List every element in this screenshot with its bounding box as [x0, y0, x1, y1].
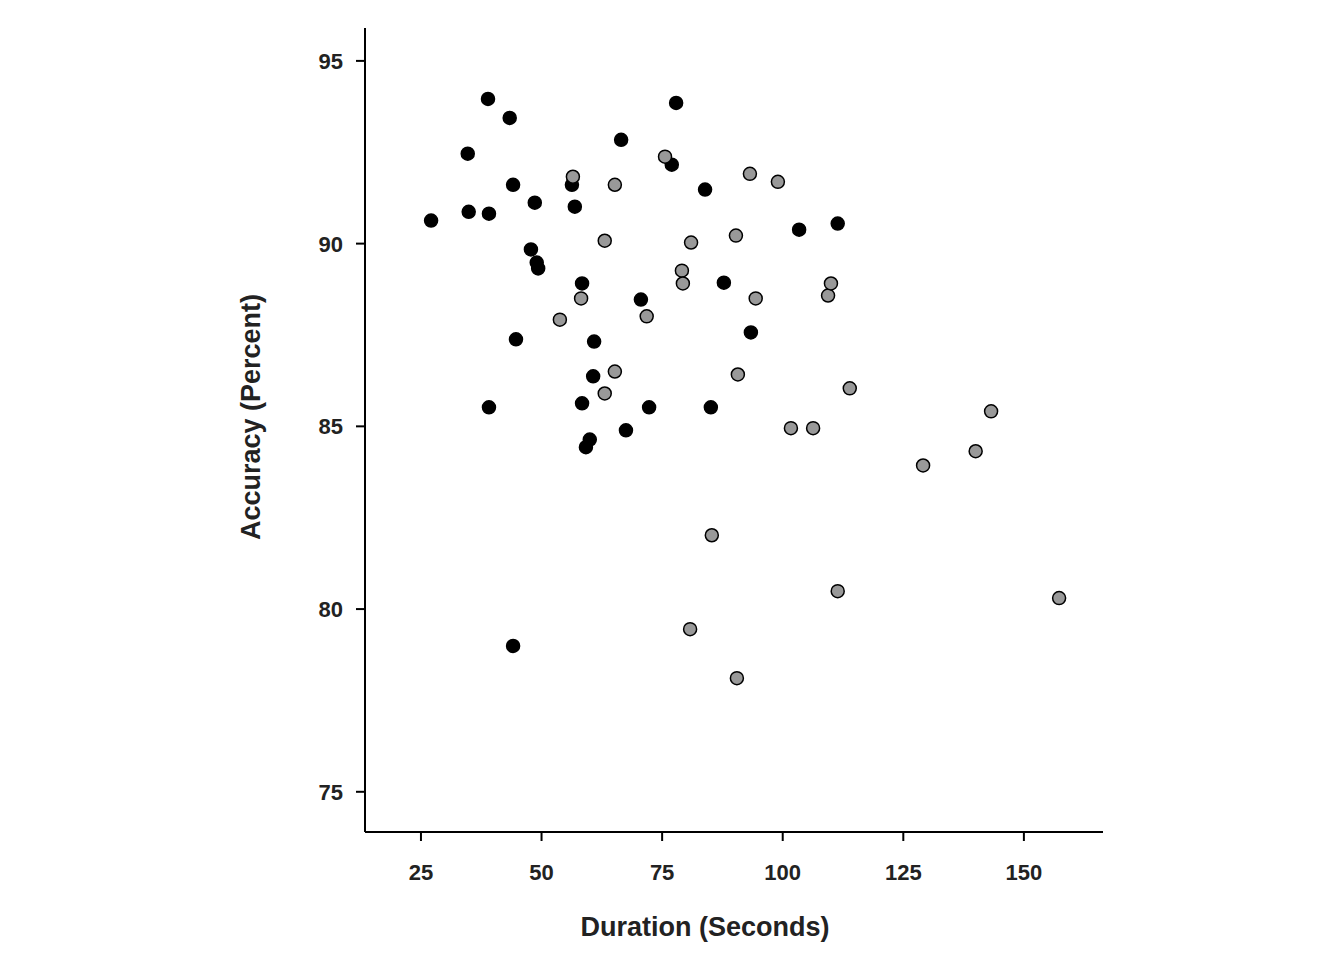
point: [729, 229, 742, 242]
x-tick-label: 50: [529, 860, 553, 885]
points: [425, 92, 1066, 684]
point: [619, 424, 632, 437]
point: [731, 368, 744, 381]
x-tick-label: 100: [764, 860, 801, 885]
point: [575, 292, 588, 305]
point: [985, 405, 998, 418]
point: [831, 585, 844, 598]
point: [482, 207, 495, 220]
x-tick: [420, 832, 422, 841]
point: [503, 111, 516, 124]
point: [608, 178, 621, 191]
point: [705, 529, 718, 542]
x-tick: [782, 832, 784, 841]
point: [675, 264, 688, 277]
point: [507, 178, 520, 191]
point: [659, 150, 672, 163]
point: [608, 365, 621, 378]
x-tick-label: 25: [409, 860, 433, 885]
point: [749, 292, 762, 305]
point: [704, 401, 717, 414]
point: [843, 382, 856, 395]
point: [528, 196, 541, 209]
point: [532, 262, 545, 275]
y-axis-label: Accuracy (Percent): [236, 294, 266, 540]
point: [1053, 592, 1066, 605]
y-tick: [356, 425, 365, 427]
point: [587, 370, 600, 383]
y-axis: [364, 28, 366, 832]
point: [684, 623, 697, 636]
point: [640, 310, 653, 323]
point: [771, 175, 784, 188]
y-tick: [356, 243, 365, 245]
point: [643, 401, 656, 414]
x-tick: [541, 832, 543, 841]
y-tick-label: 80: [319, 597, 343, 622]
point: [634, 293, 647, 306]
point: [576, 397, 589, 410]
point: [507, 639, 520, 652]
y-tick-label: 85: [319, 414, 343, 439]
x-tick-label: 75: [650, 860, 674, 885]
point: [462, 205, 475, 218]
point: [743, 167, 756, 180]
chart: 25 50 75 100 125 150 75 80 85 90 95 Duration (Secon…: [0, 0, 1344, 960]
point: [717, 276, 730, 289]
x-tick: [902, 832, 904, 841]
point: [917, 459, 930, 472]
point: [588, 335, 601, 348]
point: [461, 147, 474, 160]
point: [685, 236, 698, 249]
point: [784, 422, 797, 435]
point: [425, 214, 438, 227]
y-tick-label: 75: [319, 780, 343, 805]
x-tick-label: 150: [1006, 860, 1043, 885]
point: [553, 313, 566, 326]
point: [676, 277, 689, 290]
x-tick: [1023, 832, 1025, 841]
x-axis-label: Duration (Seconds): [580, 912, 829, 942]
point: [598, 387, 611, 400]
y-tick-label: 95: [319, 49, 343, 74]
y-tick: [356, 791, 365, 793]
point: [568, 200, 581, 213]
point: [793, 223, 806, 236]
point: [831, 217, 844, 230]
point: [969, 445, 982, 458]
background: [0, 0, 1344, 960]
x-tick-label: 125: [885, 860, 922, 885]
point: [822, 289, 835, 302]
point: [744, 326, 757, 339]
point: [807, 422, 820, 435]
y-tick: [356, 60, 365, 62]
point: [566, 170, 579, 183]
y-tick: [356, 608, 365, 610]
point: [730, 672, 743, 685]
point: [576, 277, 589, 290]
x-tick: [661, 832, 663, 841]
y-tick-label: 90: [319, 232, 343, 257]
point: [598, 234, 611, 247]
point: [583, 433, 596, 446]
point: [482, 401, 495, 414]
point: [615, 133, 628, 146]
point: [824, 277, 837, 290]
point: [509, 333, 522, 346]
point: [524, 243, 537, 256]
point: [699, 183, 712, 196]
x-axis: [365, 831, 1103, 833]
point: [482, 92, 495, 105]
point: [670, 96, 683, 109]
